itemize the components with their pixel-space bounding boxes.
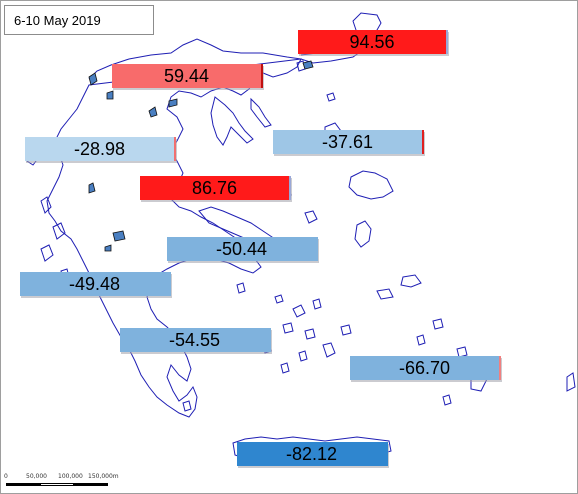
scale-bar-segment-3 — [74, 483, 108, 486]
lake-ioannina — [88, 182, 96, 194]
mainland-coastline — [46, 12, 382, 418]
lake-kerkini — [302, 60, 314, 70]
region-value-epirus: -28.98 — [25, 137, 176, 161]
region-value-crete: -82.12 — [237, 442, 388, 466]
lake-volvi — [168, 98, 178, 108]
region-value-macedonia-central: -37.61 — [273, 130, 424, 154]
lake-trichonida — [112, 230, 126, 242]
lake-kastoria — [106, 90, 114, 100]
region-value-thessaly: 86.76 — [140, 176, 291, 200]
region-value-thrace-east: 94.56 — [298, 30, 448, 54]
chios-coastline — [354, 220, 372, 248]
region-value-macedonia-west: 59.44 — [112, 64, 263, 88]
kythira-coastline — [182, 400, 192, 412]
samothrace-coastline — [326, 92, 336, 102]
scale-bar: 0 50,000 100,000 150,000m — [4, 471, 174, 493]
aegina-coastline — [236, 282, 246, 294]
scale-bar-segment-1 — [6, 483, 40, 486]
region-value-peloponnese: -54.55 — [120, 328, 271, 352]
scale-label-100000: 100,000 — [58, 473, 83, 480]
cyclades-coastline — [262, 294, 352, 374]
lesbos-coastline — [348, 170, 394, 200]
scale-bar-segment-2 — [40, 483, 74, 486]
scale-label-0: 0 — [4, 473, 8, 480]
samos-coastline — [400, 274, 422, 288]
skyros-coastline — [304, 210, 318, 224]
chalkidiki-coastline — [210, 96, 272, 146]
lake-lysimachia — [104, 244, 112, 252]
dodecanese-coastline — [416, 318, 576, 406]
lake-vegoritida — [148, 106, 158, 118]
prespa-lake — [88, 72, 98, 86]
scale-label-150000: 150,000m — [88, 473, 119, 480]
ionian-coastline — [40, 196, 70, 280]
scale-label-50000: 50,000 — [26, 473, 47, 480]
region-value-central-greece: -50.44 — [167, 237, 318, 261]
region-value-dodecanese: -66.70 — [350, 356, 501, 380]
map-title: 6-10 May 2019 — [4, 5, 154, 35]
region-value-western-greece: -49.48 — [20, 272, 171, 296]
ikaria-coastline — [376, 288, 394, 300]
